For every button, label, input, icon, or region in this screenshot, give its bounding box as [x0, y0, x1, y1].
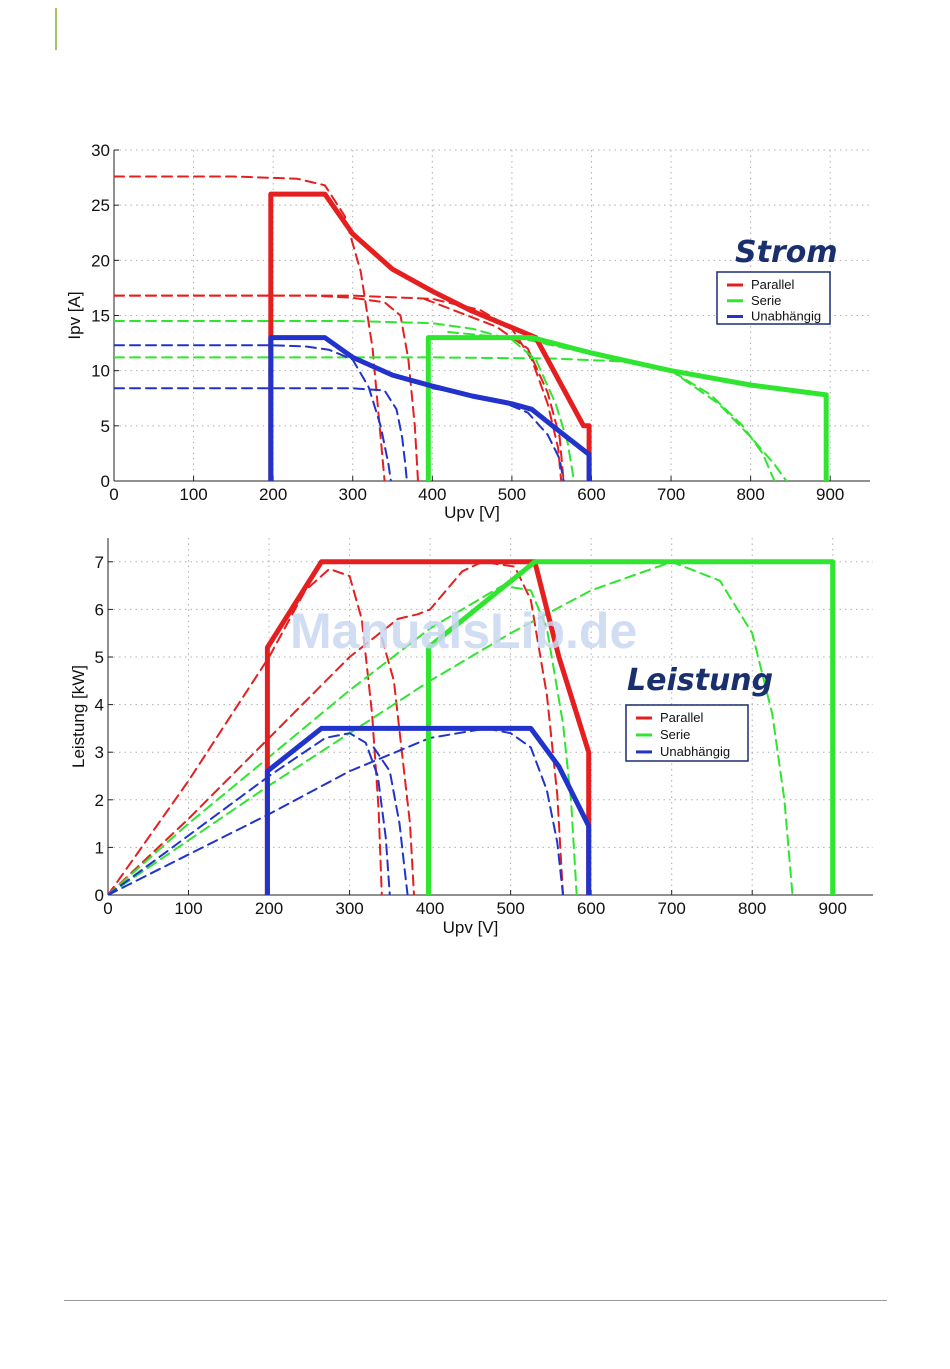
strom-x-tick-label: 200: [259, 485, 287, 504]
strom-series-serie: [425, 335, 829, 481]
strom-y-tick-label: 20: [91, 251, 110, 270]
leistung-y-tick-label: 2: [95, 791, 104, 810]
leistung-x-tick-label: 300: [335, 899, 363, 918]
strom-x-tick-label: 700: [657, 485, 685, 504]
strom-y-axis-label: Ipv [A]: [65, 291, 84, 339]
footer-rule: [64, 1300, 887, 1301]
leistung-series-unabhaengig: [264, 725, 592, 895]
leistung-x-tick-label: 800: [738, 899, 766, 918]
strom-x-tick-label: 100: [179, 485, 207, 504]
strom-dashed-curve-parallel-3: [423, 297, 565, 481]
leistung-y-tick-label: 4: [95, 696, 104, 715]
leistung-dashed-curve-serie-3: [108, 584, 578, 895]
strom-dashed-curve-parallel-1: [114, 294, 419, 481]
leistung-x-axis-label: Upv [V]: [443, 918, 499, 937]
strom-y-tick-label: 5: [101, 417, 110, 436]
leistung-x-tick-label: 100: [174, 899, 202, 918]
strom-x-tick-label: 900: [816, 485, 844, 504]
leistung-y-tick-label: 0: [95, 886, 104, 905]
leistung-y-tick-label: 1: [95, 838, 104, 857]
strom-y-tick-label: 0: [101, 472, 110, 491]
leistung-dashed-curve-parallel-0: [108, 567, 383, 895]
leistung-legend-label: Unabhängig: [660, 744, 730, 759]
leistung-x-tick-label: 200: [255, 899, 283, 918]
strom-y-tick-label: 10: [91, 362, 110, 381]
leistung-x-tick-label: 0: [103, 899, 112, 918]
leistung-x-tick-label: 600: [577, 899, 605, 918]
leistung-x-tick-label: 700: [657, 899, 685, 918]
strom-chart-title: Strom: [735, 235, 838, 270]
strom-y-tick-label: 30: [91, 141, 110, 160]
leistung-legend-label: Serie: [660, 727, 690, 742]
leistung-x-tick-label: 900: [819, 899, 847, 918]
strom-y-tick-label: 25: [91, 196, 110, 215]
strom-x-tick-label: 500: [498, 485, 526, 504]
leistung-chart-title: Leistung: [627, 663, 773, 698]
leistung-plot-area: [108, 538, 873, 895]
strom-chart: 0 100 200 300 400 500 600 700 800 900 0 5 10 15 20 25 30…: [65, 141, 870, 522]
strom-legend-label: Parallel: [751, 277, 794, 292]
leistung-y-tick-label: 3: [95, 743, 104, 762]
leistung-chart: 0 100 200 300 400 500 600 700 800 900 0 1 2 3 4 5 6 7 Upv …: [69, 538, 873, 937]
leistung-dashed-curve-parallel-2: [380, 637, 415, 895]
strom-series-parallel: [268, 191, 592, 481]
leistung-y-tick-label: 6: [95, 600, 104, 619]
strom-x-tick-label: 300: [339, 485, 367, 504]
leistung-y-tick-label: 5: [95, 648, 104, 667]
page-accent-bar: [55, 8, 57, 50]
strom-x-tick-label: 600: [577, 485, 605, 504]
strom-legend-label: Serie: [751, 293, 781, 308]
leistung-x-tick-label: 400: [416, 899, 444, 918]
strom-y-tick-label: 15: [91, 307, 110, 326]
strom-dashed-curve-unabhaengig-8: [114, 387, 408, 481]
strom-x-axis-label: Upv [V]: [444, 503, 500, 522]
leistung-x-tick-label: 500: [496, 899, 524, 918]
leistung-dashed-curve-parallel-1: [108, 560, 564, 895]
leistung-legend-label: Parallel: [660, 710, 703, 725]
strom-series-unabhaengig: [268, 335, 592, 481]
strom-x-tick-label: 400: [418, 485, 446, 504]
leistung-dashed-curve-unabhaengig-5: [108, 732, 391, 895]
strom-x-tick-label: 800: [736, 485, 764, 504]
strom-legend-label: Unabhängig: [751, 309, 821, 324]
strom-dashed-curve-parallel-0: [114, 175, 386, 481]
strom-x-tick-label: 0: [109, 485, 118, 504]
leistung-dashed-curve-unabhaengig-7: [372, 746, 409, 895]
leistung-y-tick-label: 7: [95, 553, 104, 572]
leistung-y-axis-label: Leistung [kW]: [69, 665, 88, 768]
